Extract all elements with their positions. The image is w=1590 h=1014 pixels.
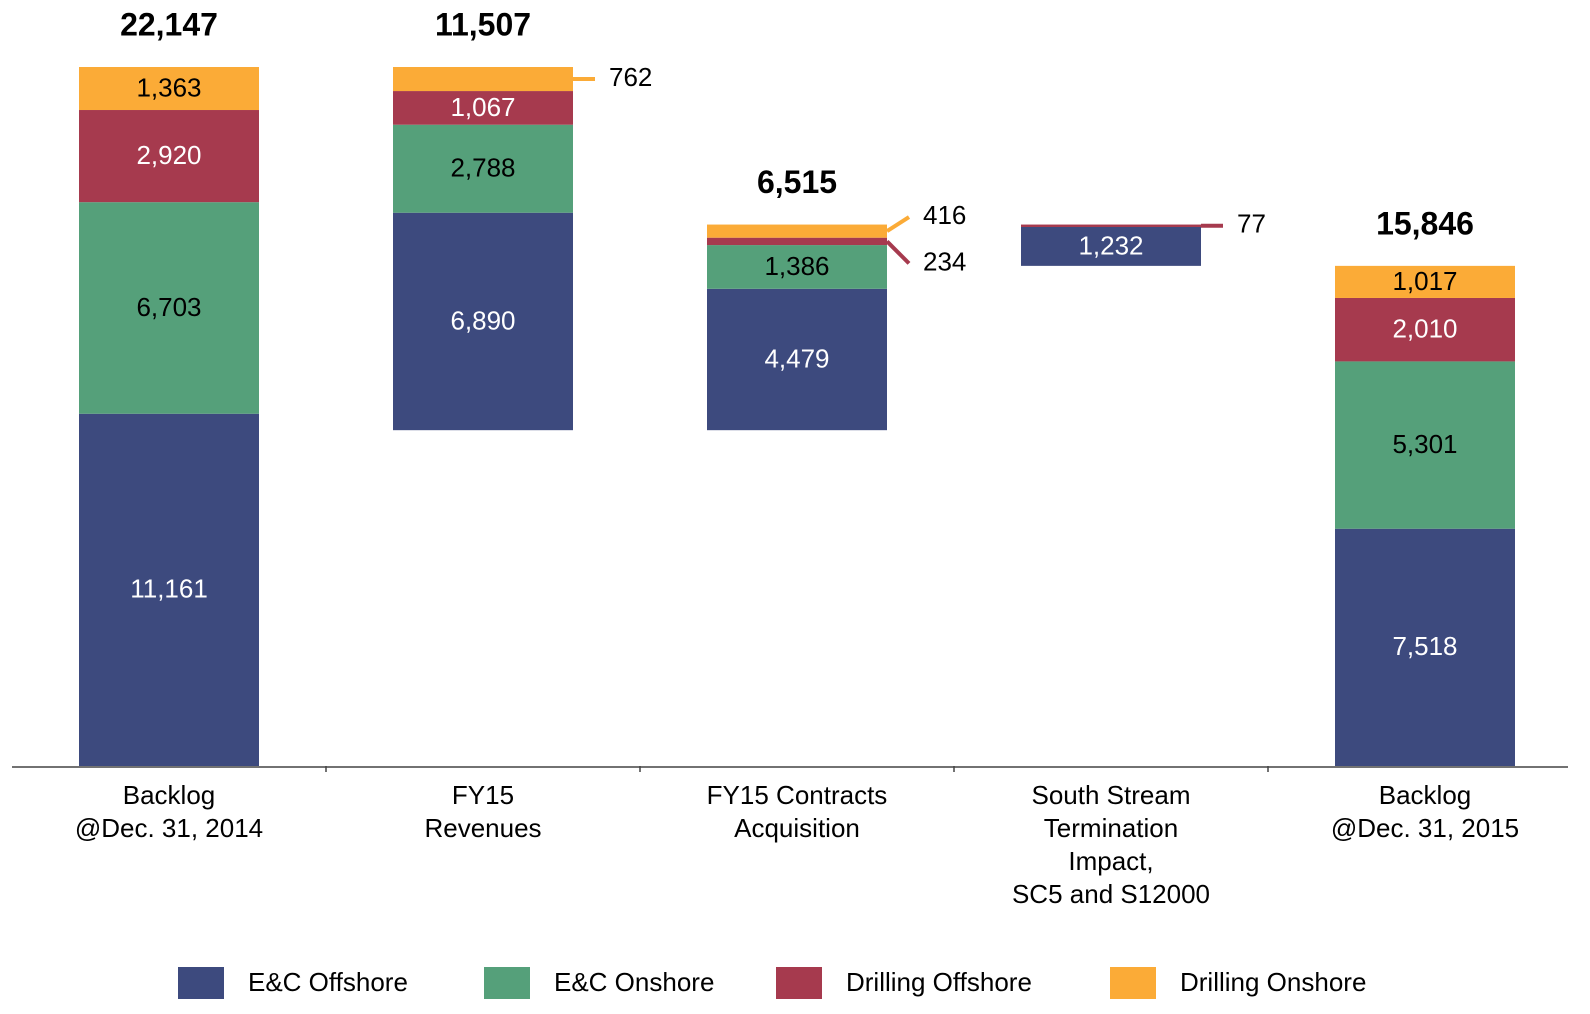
data-label: 1,386 xyxy=(764,251,829,281)
bar-segment xyxy=(393,124,573,213)
x-tick-label: @Dec. 31, 2014 xyxy=(75,813,263,843)
x-tick-label: Revenues xyxy=(424,813,541,843)
bar-segment xyxy=(707,224,887,238)
data-label: 2,920 xyxy=(136,140,201,170)
bar-segment xyxy=(707,237,887,246)
bar-segment xyxy=(1335,297,1515,362)
data-label: 77 xyxy=(1237,209,1266,239)
legend-swatch xyxy=(1110,967,1156,999)
bar-segment xyxy=(1335,361,1515,529)
x-tick-label: Impact, xyxy=(1068,846,1153,876)
legend-label: Drilling Onshore xyxy=(1180,967,1366,997)
x-tick-label: SC5 and S12000 xyxy=(1012,879,1210,909)
bar-segment xyxy=(393,67,573,92)
x-tick-label: South Stream xyxy=(1032,780,1191,810)
data-label: 416 xyxy=(923,200,966,230)
data-label: 234 xyxy=(923,246,966,276)
bar-segment xyxy=(707,288,887,431)
data-label: 6,890 xyxy=(450,305,515,335)
data-label: 1,017 xyxy=(1392,266,1457,296)
data-label: 1,232 xyxy=(1078,230,1143,260)
data-label: 2,010 xyxy=(1392,314,1457,344)
legend-swatch xyxy=(776,967,822,999)
legend-swatch xyxy=(178,967,224,999)
total-label: 22,147 xyxy=(120,6,218,42)
x-tick-label: FY15 Contracts xyxy=(707,780,888,810)
legend-label: E&C Offshore xyxy=(248,967,408,997)
legend-swatch xyxy=(484,967,530,999)
leader-line xyxy=(885,239,911,265)
x-tick-label: @Dec. 31, 2015 xyxy=(1331,813,1519,843)
data-label: 4,479 xyxy=(764,343,829,373)
leader-line xyxy=(885,215,911,233)
bar-segment xyxy=(1021,224,1201,227)
x-tick-label: Termination xyxy=(1044,813,1178,843)
data-label: 762 xyxy=(609,62,652,92)
data-label: 11,161 xyxy=(130,574,208,604)
total-label: 15,846 xyxy=(1376,205,1474,241)
bar-segment xyxy=(1335,265,1515,298)
bar-segment xyxy=(393,212,573,431)
total-label: 6,515 xyxy=(757,164,837,200)
bar-segment xyxy=(393,91,573,125)
data-label: 5,301 xyxy=(1392,429,1457,459)
data-label: 6,703 xyxy=(136,292,201,322)
bar-segment xyxy=(1335,528,1515,766)
x-tick-label: Acquisition xyxy=(734,813,860,843)
x-tick-label: Backlog xyxy=(1379,780,1472,810)
bar-segment xyxy=(707,245,887,289)
data-label: 1,067 xyxy=(450,92,515,122)
data-label: 7,518 xyxy=(1392,631,1457,661)
total-label: 11,507 xyxy=(435,6,531,42)
data-label: 2,788 xyxy=(450,153,515,183)
x-tick-label: Backlog xyxy=(123,780,216,810)
bar-segment xyxy=(79,413,259,766)
bar-segment xyxy=(79,67,259,111)
legend-label: Drilling Offshore xyxy=(846,967,1032,997)
data-label: 1,363 xyxy=(136,72,201,102)
bar-segment xyxy=(1021,226,1201,266)
bar-segment xyxy=(79,202,259,414)
legend-label: E&C Onshore xyxy=(554,967,714,997)
bar-segment xyxy=(79,110,259,203)
x-tick-label: FY15 xyxy=(452,780,514,810)
